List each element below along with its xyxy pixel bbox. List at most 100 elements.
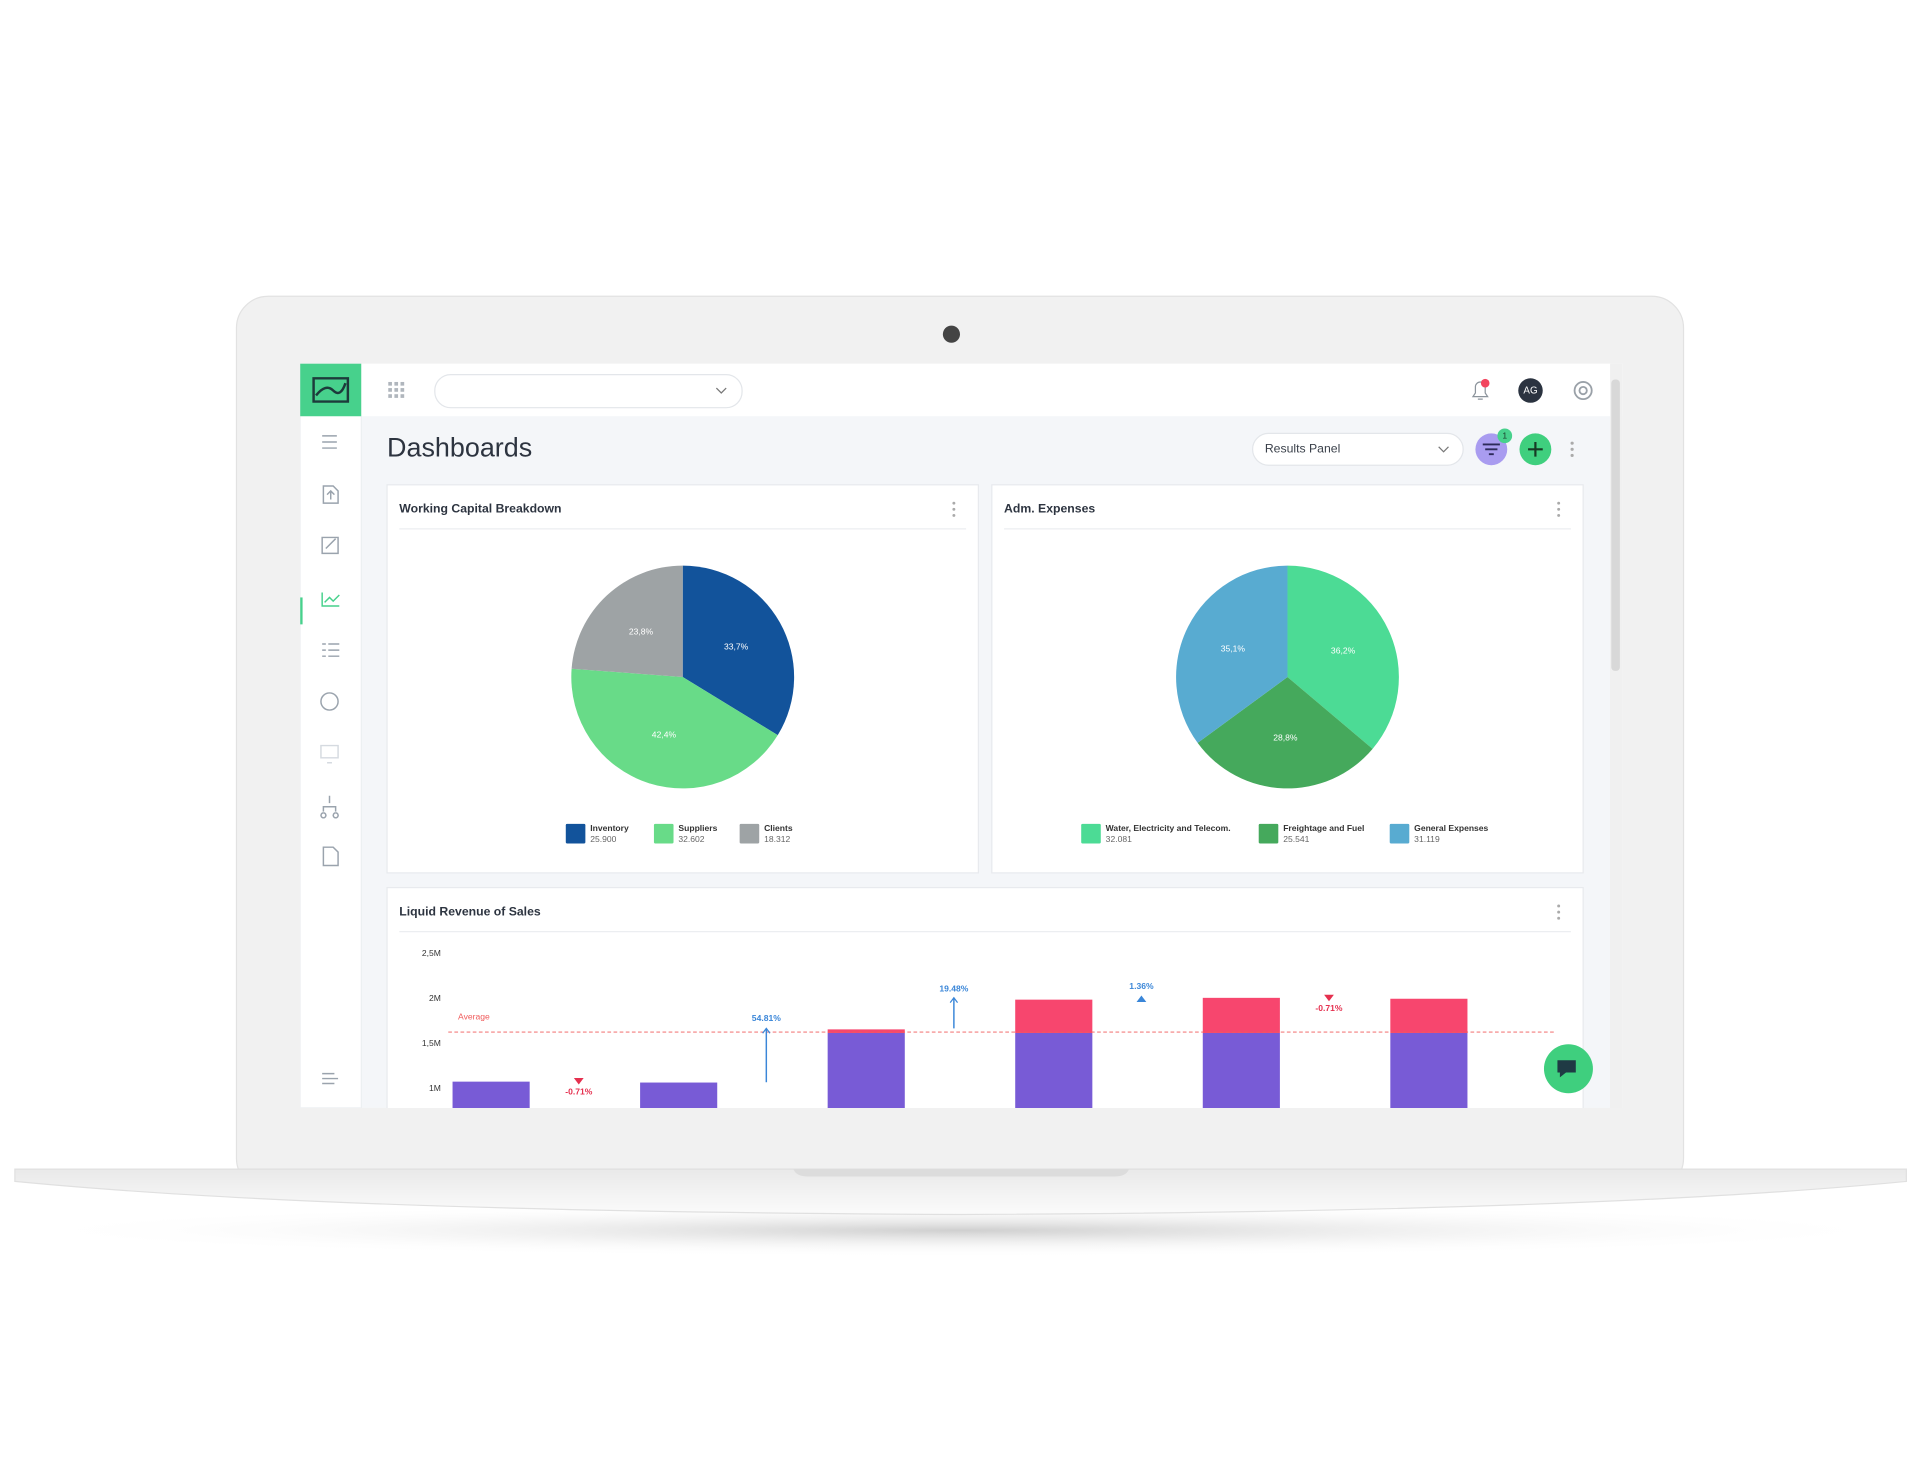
change-marker	[573, 1077, 584, 1085]
card-menu	[952, 513, 956, 517]
change-label: 54.81%	[752, 1013, 781, 1023]
icon-edit[interactable]	[321, 536, 339, 555]
icon-collapse[interactable]	[322, 1072, 339, 1085]
slice-label: 35,1%	[1221, 644, 1246, 654]
change-marker	[1324, 994, 1334, 1002]
pie-slice	[1197, 677, 1373, 789]
base-notch	[793, 1169, 1129, 1177]
avatar[interactable]	[1518, 378, 1543, 403]
filter-badge-text: 1	[1502, 431, 1507, 441]
card-menu	[1557, 507, 1561, 511]
card-title: Liquid Revenue of Sales	[399, 904, 541, 918]
help-inner	[1578, 385, 1588, 396]
slice-label: 33,7%	[724, 641, 749, 651]
legend-label: General Expenses	[1414, 823, 1488, 833]
legend-label: Freightage and Fuel	[1283, 823, 1364, 833]
icon-chart[interactable]	[321, 592, 340, 607]
icon-target[interactable]	[320, 692, 339, 711]
card-menu	[952, 507, 956, 511]
avatar-text: AG	[1523, 386, 1537, 397]
card	[386, 886, 1584, 1108]
icon-monitor[interactable]	[320, 744, 339, 764]
active-indicator	[300, 597, 303, 625]
panel-select[interactable]	[1251, 432, 1464, 466]
pie-slice	[571, 565, 683, 678]
change-label: -0.71%	[1315, 1003, 1342, 1013]
scroll-thumb[interactable]	[1611, 379, 1620, 671]
average-label: Average	[458, 1012, 490, 1022]
sidebar-icons	[320, 435, 340, 1085]
bar	[827, 1032, 905, 1108]
kebab[interactable]	[1570, 441, 1574, 458]
bar	[1202, 1032, 1280, 1108]
legend-swatch	[1081, 823, 1101, 844]
pie-slice	[682, 565, 795, 736]
icon-money[interactable]	[322, 643, 340, 657]
bar	[1390, 1032, 1468, 1108]
card-menu	[1557, 910, 1561, 914]
chevron	[1438, 446, 1449, 453]
slice-label: 23,8%	[629, 626, 654, 636]
chevron	[715, 387, 727, 394]
icon-upload[interactable]	[322, 485, 339, 504]
panel-select-text: Results Panel	[1265, 442, 1341, 456]
search-select[interactable]	[434, 374, 743, 409]
icon-org[interactable]	[320, 795, 339, 819]
legend-swatch	[739, 823, 760, 844]
bar	[452, 1081, 530, 1108]
legend-label: Water, Electricity and Telecom.	[1106, 823, 1231, 833]
card-menu	[952, 501, 956, 505]
change-marker	[949, 996, 959, 1004]
page-title: Dashboards	[387, 432, 532, 462]
slice-label: 42,4%	[652, 730, 677, 740]
logo-icon	[312, 377, 350, 403]
legend-swatch	[653, 823, 674, 844]
legend-label: Clients	[764, 823, 793, 833]
sidebar	[300, 363, 362, 1108]
legend-swatch	[565, 823, 586, 844]
charts: Working Capital Breakdown 33,7% 42,4% 23,8%…	[386, 484, 1584, 1108]
y-tick-label: 2M	[429, 993, 441, 1003]
card-menu	[1557, 513, 1561, 517]
bar	[640, 1082, 718, 1108]
pie-slice	[1176, 565, 1288, 743]
legend-swatch	[1389, 823, 1410, 844]
filter-icon	[1482, 443, 1500, 456]
laptop-base	[14, 1168, 1907, 1216]
bar	[1015, 999, 1093, 1033]
bar	[1202, 997, 1280, 1033]
card-title: Working Capital Breakdown	[399, 502, 561, 516]
y-tick-label: 1,5M	[422, 1038, 441, 1048]
legend-value: 31.119	[1414, 834, 1440, 844]
change-label: 1.36%	[1129, 981, 1154, 991]
card-menu	[1557, 501, 1561, 505]
legend-value: 32.602	[678, 834, 704, 844]
legend-value: 18.312	[764, 834, 790, 844]
bar	[1390, 998, 1468, 1033]
bar	[827, 1029, 905, 1033]
apps-icon[interactable]	[388, 381, 405, 398]
camera	[942, 325, 960, 343]
bar	[1015, 1032, 1093, 1108]
pie-slice	[1287, 565, 1399, 749]
change-label: 19.48%	[939, 983, 968, 993]
legend-value: 25.900	[590, 834, 616, 844]
add-icon	[1528, 441, 1543, 457]
card-menu	[1557, 904, 1561, 908]
legend-swatch	[1258, 823, 1279, 844]
icon-list[interactable]	[322, 435, 337, 449]
slice-label: 28,8%	[1273, 733, 1298, 743]
legend-label: Inventory	[590, 823, 629, 833]
shadow	[6, 1203, 1917, 1258]
legend-value: 32.081	[1106, 834, 1132, 844]
filter-badge	[1497, 428, 1513, 444]
screen: AG Dashboards Results Panel 1 Working Ca…	[300, 363, 1623, 1108]
icon-doc[interactable]	[322, 846, 339, 867]
change-marker	[762, 1027, 771, 1034]
y-tick-label: 1M	[429, 1083, 441, 1093]
change-label: -0.71%	[565, 1086, 592, 1096]
help[interactable]	[1573, 381, 1593, 401]
pie-slice	[571, 668, 778, 789]
change-marker	[1136, 995, 1147, 1003]
